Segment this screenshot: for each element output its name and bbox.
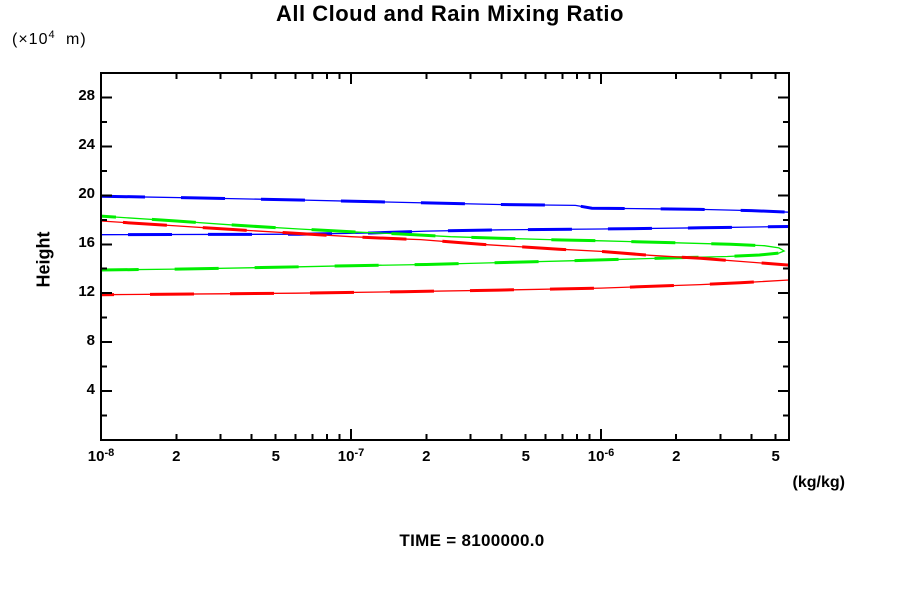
red-profile-line (101, 279, 789, 296)
y-tick-label: 28 (78, 87, 95, 105)
x-tick-label: 10-6 (587, 447, 615, 465)
x-axis-unit: (kg/kg) (792, 474, 845, 491)
x-tick-label: 10-8 (87, 447, 115, 465)
x-tick-label: 2 (422, 448, 431, 465)
x-tick-label: 5 (271, 448, 280, 465)
x-tick-label: 2 (672, 448, 681, 465)
chart-title: All Cloud and Rain Mixing Ratio (276, 1, 624, 26)
y-axis-unit: (×104 m) (12, 29, 87, 49)
y-tick-label: 12 (78, 283, 95, 301)
y-tick-label: 24 (78, 136, 95, 154)
green-profile-line (101, 215, 786, 271)
red-profile-dash-overlay (101, 278, 789, 297)
y-axis-unit-exponent: 4 (48, 29, 56, 41)
y-tick-label: 8 (86, 332, 95, 350)
y-tick-label: 16 (78, 234, 95, 252)
x-tick-label: 5 (521, 448, 530, 465)
x-tick-label: 10-7 (337, 447, 365, 465)
y-axis-unit-prefix: (×10 (12, 31, 49, 48)
time-annotation: TIME = 8100000.0 (399, 531, 545, 550)
series-group (101, 194, 789, 297)
blue-profile-dash-overlay (101, 194, 789, 214)
y-tick-label: 20 (78, 185, 95, 203)
y-axis-unit-suffix: m) (60, 31, 87, 48)
red-profile-dash-overlay (101, 219, 789, 267)
plot-frame (100, 72, 790, 441)
green-profile-dash-overlay (101, 214, 788, 272)
x-tick-label: 2 (172, 448, 181, 465)
y-tick-label: 4 (86, 381, 95, 399)
x-tick-label: 5 (771, 448, 780, 465)
